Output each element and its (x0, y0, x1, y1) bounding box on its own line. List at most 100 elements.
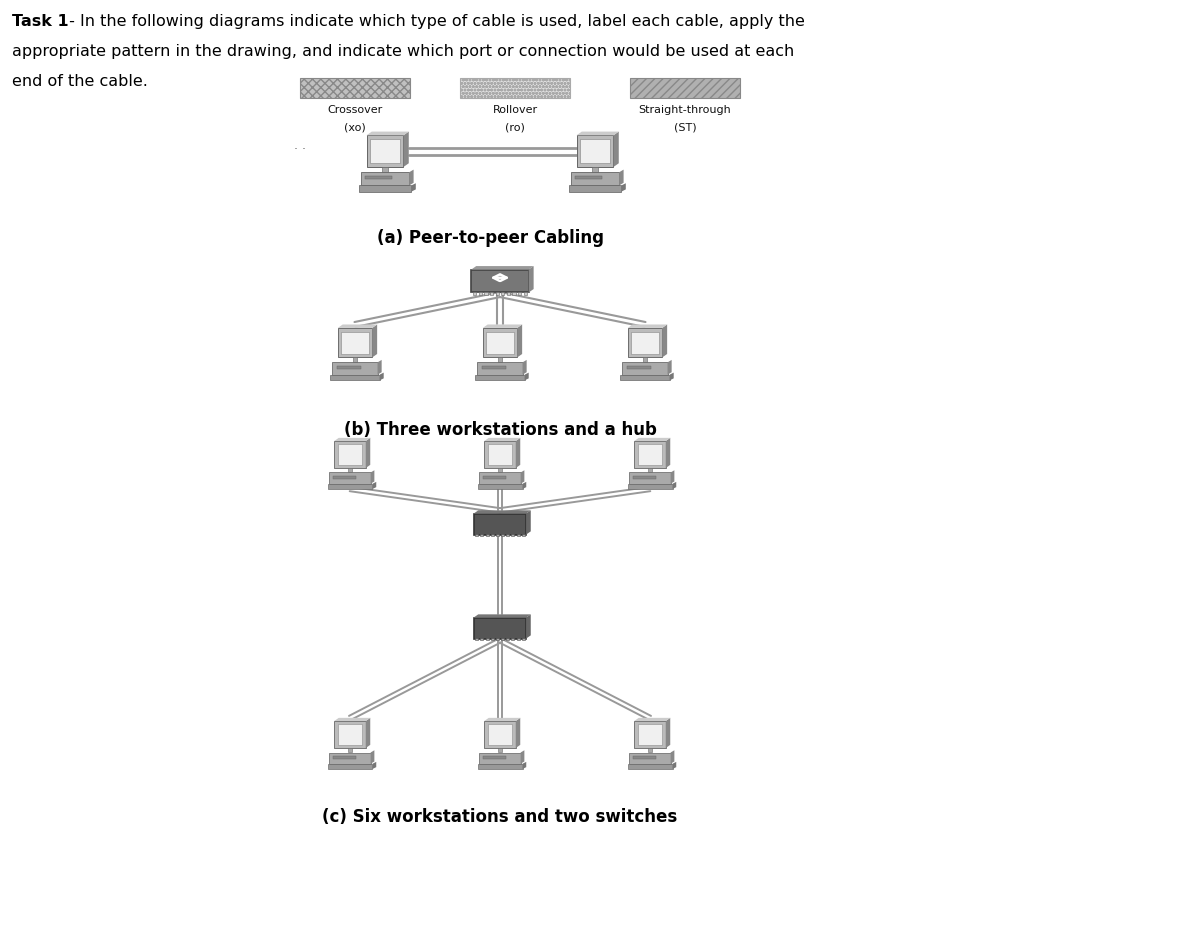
Bar (348, 468, 353, 473)
FancyBboxPatch shape (482, 328, 517, 358)
Bar (506, 638, 509, 640)
Bar (516, 638, 520, 640)
Bar (498, 748, 503, 753)
FancyBboxPatch shape (330, 374, 379, 380)
Text: appropriate pattern in the drawing, and indicate which port or connection would : appropriate pattern in the drawing, and … (12, 44, 794, 59)
FancyBboxPatch shape (623, 362, 667, 374)
Bar (496, 534, 499, 536)
Bar (502, 638, 504, 640)
Bar (648, 748, 653, 753)
FancyBboxPatch shape (361, 172, 409, 185)
FancyBboxPatch shape (328, 484, 372, 489)
Bar (631, 331, 659, 354)
Polygon shape (379, 373, 384, 380)
Polygon shape (666, 438, 671, 468)
FancyBboxPatch shape (629, 753, 671, 764)
Polygon shape (622, 183, 626, 192)
Polygon shape (403, 132, 409, 167)
Polygon shape (412, 183, 416, 192)
Bar (342, 331, 368, 354)
Polygon shape (378, 360, 382, 374)
Bar (498, 468, 503, 473)
Text: end of the cable.: end of the cable. (12, 74, 148, 89)
Bar (575, 176, 601, 180)
Bar (480, 534, 484, 536)
Polygon shape (635, 438, 671, 441)
FancyBboxPatch shape (472, 270, 529, 292)
FancyBboxPatch shape (332, 362, 378, 374)
Polygon shape (335, 438, 371, 441)
Bar (490, 292, 493, 295)
Bar (475, 534, 479, 536)
Polygon shape (485, 438, 521, 441)
Bar (502, 292, 504, 295)
FancyBboxPatch shape (475, 374, 524, 380)
Bar (334, 476, 355, 478)
Bar (523, 292, 527, 295)
Polygon shape (667, 360, 672, 374)
Bar (348, 748, 353, 753)
Bar (484, 476, 505, 478)
Polygon shape (522, 482, 527, 489)
FancyBboxPatch shape (635, 441, 666, 468)
Polygon shape (366, 718, 371, 748)
Polygon shape (671, 751, 674, 764)
Polygon shape (516, 718, 521, 748)
Polygon shape (576, 132, 619, 136)
Polygon shape (517, 325, 522, 358)
Bar (581, 139, 610, 163)
Bar (491, 534, 493, 536)
Polygon shape (527, 614, 530, 638)
Polygon shape (628, 325, 667, 328)
Polygon shape (371, 470, 374, 484)
Polygon shape (482, 325, 522, 328)
Bar (300, 78, 410, 98)
Bar (486, 331, 514, 354)
Polygon shape (409, 169, 414, 185)
FancyBboxPatch shape (335, 721, 366, 748)
Polygon shape (372, 482, 377, 489)
Polygon shape (474, 614, 530, 618)
Bar (511, 638, 515, 640)
FancyBboxPatch shape (479, 473, 521, 484)
Polygon shape (662, 325, 667, 358)
Bar (334, 756, 355, 759)
Bar (496, 292, 499, 295)
Text: Crossover: Crossover (328, 105, 383, 115)
Bar (516, 534, 520, 536)
FancyBboxPatch shape (479, 753, 521, 764)
FancyBboxPatch shape (485, 721, 516, 748)
FancyBboxPatch shape (628, 328, 662, 358)
Bar (484, 756, 505, 759)
FancyBboxPatch shape (478, 362, 522, 374)
Polygon shape (524, 373, 529, 380)
FancyBboxPatch shape (571, 172, 619, 185)
Polygon shape (337, 325, 377, 328)
Bar (337, 445, 362, 464)
FancyBboxPatch shape (474, 618, 527, 638)
Bar (337, 724, 362, 745)
Text: (ro): (ro) (505, 123, 524, 133)
Bar (518, 292, 522, 295)
Bar (336, 366, 361, 369)
Bar (637, 445, 662, 464)
Bar (512, 292, 516, 295)
FancyBboxPatch shape (485, 441, 516, 468)
Text: . .: . . (294, 139, 306, 153)
FancyBboxPatch shape (628, 764, 672, 769)
FancyBboxPatch shape (329, 473, 371, 484)
Bar (634, 476, 655, 478)
Polygon shape (516, 438, 521, 468)
Bar (479, 292, 482, 295)
Polygon shape (529, 266, 534, 292)
Bar (460, 78, 570, 98)
Text: (a) Peer-to-peer Cabling: (a) Peer-to-peer Cabling (377, 229, 604, 247)
Text: (c) Six workstations and two switches: (c) Six workstations and two switches (323, 808, 678, 826)
FancyBboxPatch shape (569, 185, 622, 192)
FancyBboxPatch shape (337, 328, 372, 358)
Bar (487, 724, 512, 745)
Bar (486, 638, 488, 640)
Polygon shape (474, 510, 530, 514)
Text: Straight-through: Straight-through (638, 105, 731, 115)
Polygon shape (671, 470, 674, 484)
